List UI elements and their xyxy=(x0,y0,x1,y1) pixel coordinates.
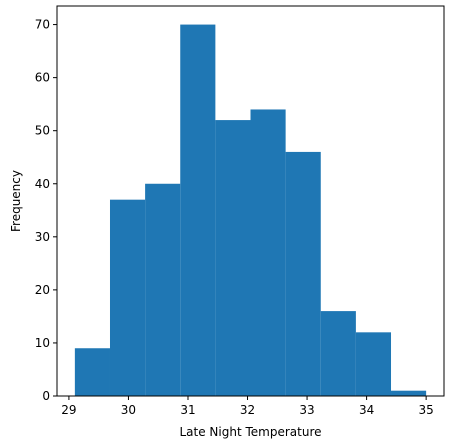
histogram-bar xyxy=(109,199,146,396)
y-tick-label: 60 xyxy=(35,71,50,85)
histogram-bar xyxy=(145,183,181,396)
x-tick-label: 30 xyxy=(121,403,136,417)
x-tick-label: 34 xyxy=(359,403,374,417)
x-tick-label: 33 xyxy=(299,403,314,417)
y-tick-label: 70 xyxy=(35,18,50,32)
y-axis-label: Frequency xyxy=(9,170,23,232)
histogram-bar xyxy=(250,109,286,396)
y-tick-label: 20 xyxy=(35,283,50,297)
histogram-bar xyxy=(215,120,251,396)
x-tick-label: 32 xyxy=(240,403,255,417)
y-tick-label: 40 xyxy=(35,177,50,191)
y-tick-label: 0 xyxy=(42,389,50,403)
histogram-bar xyxy=(180,24,216,396)
x-axis-label: Late Night Temperature xyxy=(179,425,321,439)
histogram-bar xyxy=(391,390,427,396)
histogram-bar xyxy=(355,332,392,396)
histogram-bar xyxy=(320,311,356,396)
y-axis-ticks: 0 10 20 30 40 50 60 70 xyxy=(35,18,57,403)
x-tick-label: 29 xyxy=(61,403,76,417)
plot-frame xyxy=(56,5,445,397)
y-tick-label: 30 xyxy=(35,230,50,244)
bars-group xyxy=(74,24,427,396)
y-tick-label: 50 xyxy=(35,124,50,138)
x-tick-label: 35 xyxy=(418,403,433,417)
x-tick-label: 31 xyxy=(180,403,195,417)
histogram-bar xyxy=(285,151,321,396)
histogram-bar xyxy=(74,348,110,396)
y-tick-label: 10 xyxy=(35,336,50,350)
x-axis-ticks: 29 30 31 32 33 34 35 xyxy=(61,396,434,417)
